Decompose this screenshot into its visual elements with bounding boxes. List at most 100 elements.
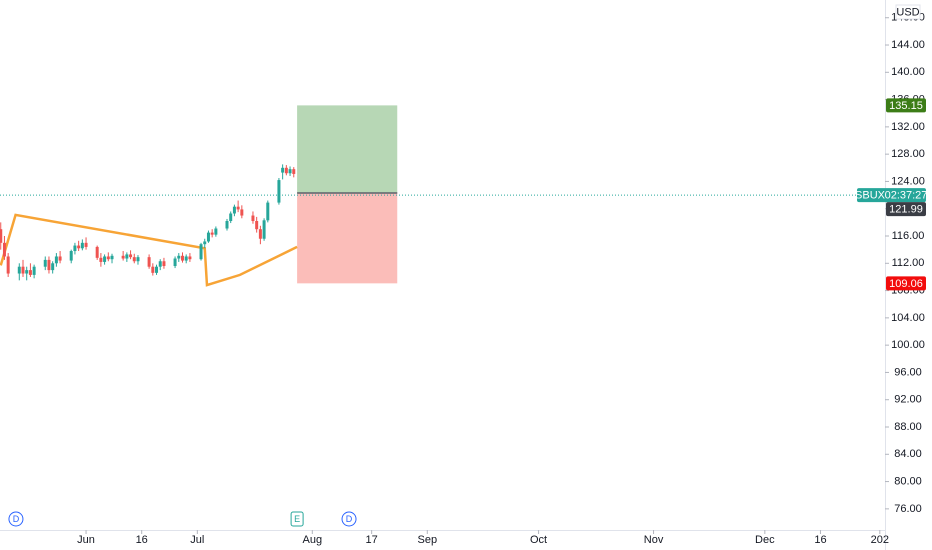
candle-body — [0, 229, 3, 243]
candle-body — [236, 206, 240, 210]
candle-body — [25, 270, 29, 274]
candle-body — [125, 254, 129, 259]
x-tick-label: 202 — [871, 534, 889, 546]
candle-body — [147, 257, 151, 267]
event-label: D — [346, 514, 353, 524]
candle-body — [77, 245, 81, 249]
candle-body — [251, 215, 255, 222]
event-icon — [290, 511, 304, 527]
candle-body — [188, 256, 192, 260]
candle-body — [17, 266, 21, 274]
stop-label: 109.06 — [889, 278, 923, 290]
y-tick-label: 104.00 — [891, 312, 925, 324]
candle-body — [214, 228, 218, 235]
candle-body — [155, 266, 159, 273]
candle-body — [84, 242, 88, 247]
x-tick-label: 17 — [366, 534, 378, 546]
candle-body — [158, 261, 162, 267]
candle-body — [281, 167, 285, 173]
y-tick-label: 128.00 — [891, 148, 925, 160]
y-tick-label: 116.00 — [892, 230, 925, 242]
x-tick-label: Sep — [418, 534, 438, 546]
last-price-label: 121.99 — [889, 204, 923, 216]
profit-zone — [297, 105, 398, 194]
x-tick-label: Dec — [755, 534, 775, 546]
candle-body — [110, 255, 114, 260]
candle-body — [21, 266, 25, 274]
symbol-pill — [857, 188, 926, 203]
candle-body — [288, 169, 292, 174]
candle-body — [32, 266, 36, 275]
candle-body — [106, 256, 110, 260]
candle-body — [180, 255, 184, 261]
currency: USD — [896, 6, 919, 18]
candle-body — [199, 244, 203, 260]
y-tick-label: 100.00 — [891, 339, 925, 351]
candle-body — [225, 221, 229, 229]
candle-body — [51, 263, 55, 271]
indicator-line — [0, 213, 298, 287]
candle-body — [206, 232, 210, 242]
event-icon — [341, 511, 357, 527]
symbol: SBUX — [855, 190, 886, 202]
last-price-label-bg — [886, 202, 926, 217]
y-tick-label: 112.00 — [892, 257, 925, 269]
candle-body — [266, 202, 270, 221]
candle-body — [43, 259, 47, 267]
y-tick-label: 140.00 — [891, 66, 925, 78]
candle-body — [121, 255, 125, 259]
candle-body — [103, 256, 107, 262]
loss-zone — [297, 193, 398, 284]
candle-body — [258, 229, 262, 239]
event-label: E — [294, 514, 300, 524]
candle-body — [99, 257, 103, 262]
candle-body — [162, 261, 166, 267]
y-tick-label: 84.00 — [894, 448, 922, 460]
x-tick-label: Jun — [77, 534, 95, 546]
x-tick-label: 16 — [136, 534, 148, 546]
target-label: 135.15 — [889, 100, 923, 112]
candle-body — [47, 259, 51, 271]
candle-body — [173, 258, 177, 267]
candle-body — [73, 245, 77, 252]
y-tick-label: 76.00 — [894, 503, 922, 515]
x-tick-label: 16 — [814, 534, 826, 546]
candle-body — [6, 256, 10, 274]
candle-body — [136, 257, 140, 262]
y-tick-label: 96.00 — [894, 366, 922, 378]
candle-body — [284, 167, 288, 174]
candle-body — [132, 257, 136, 262]
y-tick-label: 92.00 — [894, 394, 922, 406]
candle-body — [262, 220, 266, 239]
candle-body — [54, 256, 58, 264]
candle-body — [2, 242, 6, 257]
candle-body — [177, 255, 181, 259]
currency-box — [895, 4, 921, 20]
stop-label-bg — [886, 276, 926, 291]
countdown: 02:37:27 — [885, 190, 928, 202]
y-tick-label: 80.00 — [894, 475, 922, 487]
event-label: D — [13, 514, 20, 524]
candle-body — [240, 209, 244, 216]
candle-body — [292, 169, 296, 174]
event-icon — [8, 511, 24, 527]
candle-body — [184, 256, 188, 261]
x-tick-label: Oct — [530, 534, 547, 546]
candle-body — [232, 206, 236, 214]
y-tick-label: 144.00 — [891, 39, 925, 51]
candle-body — [28, 270, 32, 275]
candle-body — [69, 251, 73, 261]
x-tick-label: Jul — [190, 534, 204, 546]
y-tick-label: 124.00 — [891, 175, 925, 187]
candle-body — [129, 254, 133, 258]
candle-body — [203, 241, 207, 245]
y-tick-label: 88.00 — [894, 421, 922, 433]
y-tick-label: 132.00 — [891, 121, 925, 133]
candle-body — [277, 180, 281, 203]
candle-body — [151, 266, 155, 273]
candle-body — [229, 213, 233, 222]
candle-body — [58, 256, 62, 261]
candle-body — [210, 232, 214, 235]
